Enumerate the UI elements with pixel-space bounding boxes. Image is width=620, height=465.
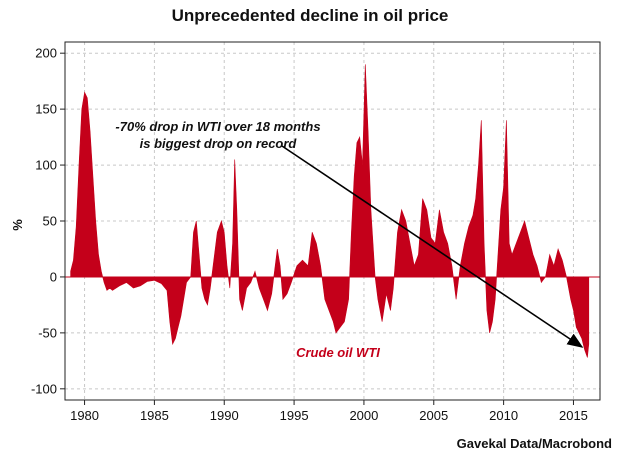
- series-area-crude-oil-wti: [70, 64, 590, 358]
- y-tick-label: 50: [43, 214, 57, 229]
- x-tick-label: 1995: [280, 408, 309, 423]
- x-tick-label: 1985: [140, 408, 169, 423]
- x-tick-label: 1990: [210, 408, 239, 423]
- y-tick-label: -50: [38, 325, 57, 340]
- annotation-line-2: is biggest drop on record: [140, 136, 298, 151]
- annotation-line-1: -70% drop in WTI over 18 months: [115, 119, 320, 134]
- y-tick-label: 150: [35, 102, 57, 117]
- y-axis: 200 150 100 50 0 -50 -100: [31, 46, 65, 396]
- x-tick-label: 2005: [419, 408, 448, 423]
- y-tick-label: 0: [50, 269, 57, 284]
- y-tick-label: 100: [35, 158, 57, 173]
- y-axis-label: %: [10, 219, 25, 231]
- x-tick-label: 2015: [559, 408, 588, 423]
- series-crude-oil-wti: [65, 64, 600, 358]
- annotation: -70% drop in WTI over 18 months is bigge…: [115, 119, 584, 348]
- x-axis: 1980 1985 1990 1995 2000 2005 2010 2015: [70, 400, 588, 423]
- x-tick-label: 2010: [489, 408, 518, 423]
- series-label: Crude oil WTI: [296, 345, 380, 360]
- annotation-arrow: [281, 145, 584, 348]
- y-tick-label: 200: [35, 46, 57, 61]
- x-tick-label: 1980: [70, 408, 99, 423]
- chart-title: Unprecedented decline in oil price: [171, 6, 449, 25]
- source-credit: Gavekal Data/Macrobond: [456, 436, 612, 451]
- y-tick-label: -100: [31, 381, 57, 396]
- x-tick-label: 2000: [349, 408, 378, 423]
